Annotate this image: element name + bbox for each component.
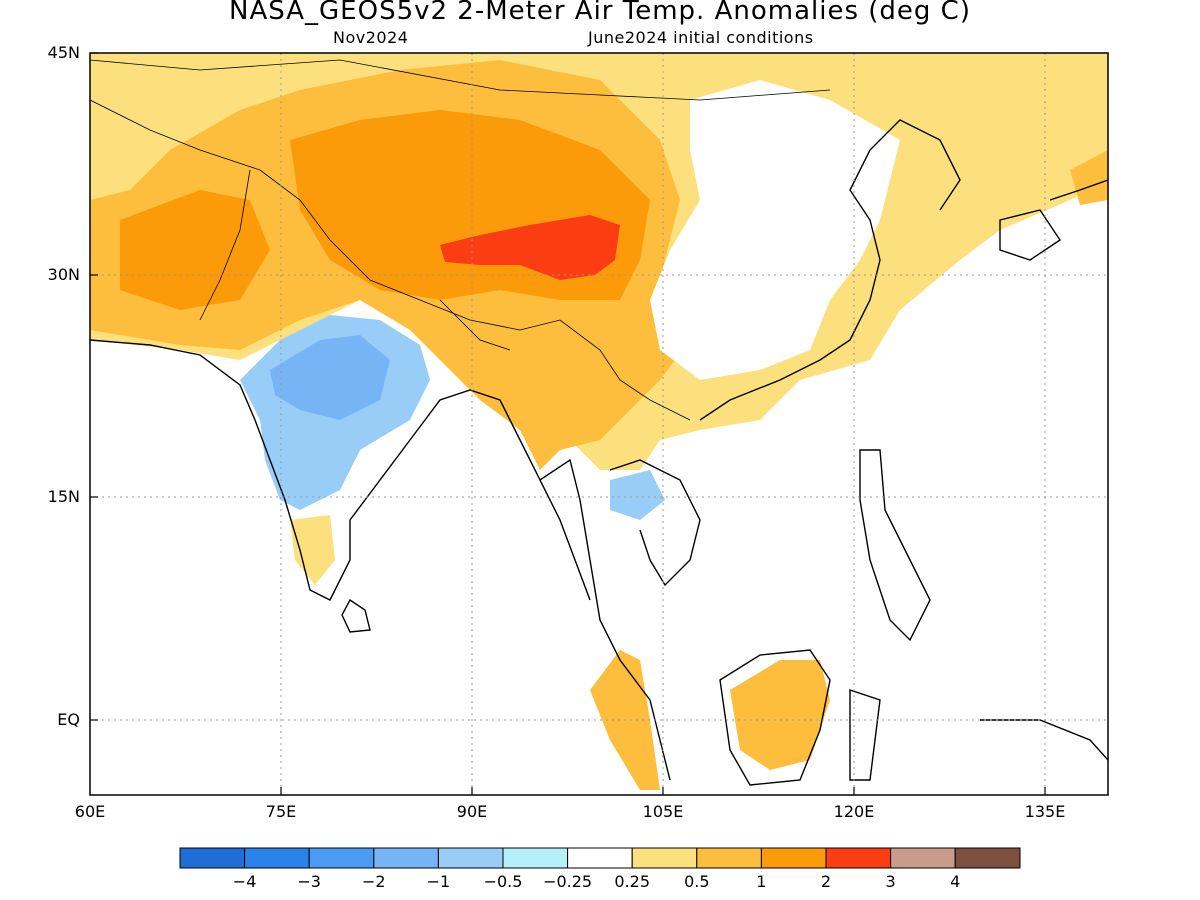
colorbar-swatch xyxy=(567,847,633,869)
anomaly-zone-neutral-east xyxy=(650,80,900,380)
axis-ticks xyxy=(90,52,1046,795)
anomaly-zone-light-warm-south-india xyxy=(290,515,335,585)
colorbar-label: −2 xyxy=(362,872,386,891)
colorbar-swatch xyxy=(890,847,956,869)
colorbar-swatch xyxy=(631,847,698,869)
lon-label-120e: 120E xyxy=(833,802,875,821)
colorbar xyxy=(179,847,1021,869)
colorbar-swatch xyxy=(502,847,569,869)
map-title: NASA_GEOS5v2 2-Meter Air Temp. Anomalies… xyxy=(229,0,971,26)
anomaly-zone-warm-japan xyxy=(1070,150,1108,205)
colorbar-swatch xyxy=(179,847,246,869)
lat-label-15n: 15N xyxy=(47,487,80,506)
lon-label-90e: 90E xyxy=(456,802,488,821)
lon-label-75e: 75E xyxy=(265,802,297,821)
colorbar-label: 4 xyxy=(950,872,961,891)
colorbar-swatch xyxy=(373,847,439,869)
lat-label-45n: 45N xyxy=(47,43,80,62)
lon-label-135e: 135E xyxy=(1024,802,1066,821)
colorbar-label: −1 xyxy=(426,872,451,891)
anomaly-zone-strong-warm-west xyxy=(120,190,270,310)
colorbar-swatch xyxy=(954,847,1021,869)
colorbar-label: 2 xyxy=(820,872,832,891)
coastlines xyxy=(90,119,1108,786)
colorbar-swatch xyxy=(308,847,375,869)
colorbar-swatch xyxy=(244,847,310,869)
lat-label-eq: EQ xyxy=(57,710,80,729)
forecast-month: Nov2024 xyxy=(333,28,409,47)
anomaly-zone-warm-borneo xyxy=(730,660,830,770)
plot-frame xyxy=(89,52,1109,796)
colorbar-label: −3 xyxy=(297,872,321,891)
anomaly-zone-cool-indochina xyxy=(610,470,665,520)
anomaly-zone-hot-core xyxy=(440,215,620,280)
lon-label-60e: 60E xyxy=(74,802,106,821)
country-borders xyxy=(90,59,831,421)
colorbar-swatch xyxy=(696,847,762,869)
lon-label-105e: 105E xyxy=(642,802,684,821)
colorbar-swatch xyxy=(760,847,827,869)
initial-conditions: June2024 initial conditions xyxy=(588,28,814,47)
colorbar-label: 0.25 xyxy=(614,872,650,891)
anomaly-zone-colder-india xyxy=(270,335,390,420)
colorbar-label: −4 xyxy=(232,872,257,891)
colorbar-swatch xyxy=(825,847,892,869)
colorbar-label: 1 xyxy=(756,872,767,891)
colorbar-label: 0.5 xyxy=(684,872,710,891)
colorbar-swatch xyxy=(437,847,504,869)
lat-label-30n: 30N xyxy=(47,265,80,284)
colorbar-label: −0.5 xyxy=(483,872,523,891)
graticule xyxy=(90,53,1108,795)
anomaly-field xyxy=(90,53,1108,790)
colorbar-label: −0.25 xyxy=(543,872,593,891)
colorbar-label: 3 xyxy=(885,872,896,891)
